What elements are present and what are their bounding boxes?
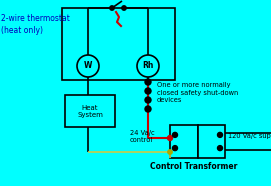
Text: Heat
System: Heat System [77,105,103,118]
Text: 24 Va/c
control: 24 Va/c control [130,130,155,144]
Circle shape [77,55,99,77]
Circle shape [122,6,126,10]
Text: 2-wire thermostat
(heat only): 2-wire thermostat (heat only) [1,14,70,35]
Bar [65,95,115,127]
Circle shape [218,132,222,137]
Circle shape [145,97,151,103]
Circle shape [145,106,151,112]
Circle shape [145,88,151,94]
Text: W: W [84,62,92,70]
Circle shape [137,55,159,77]
Circle shape [173,146,178,151]
Bar [198,125,225,158]
Text: One or more normally
closed safety shut-down
devices: One or more normally closed safety shut-… [157,82,238,103]
Bar [170,125,198,158]
Circle shape [173,132,178,137]
Text: Control Transformer: Control Transformer [150,162,238,171]
Circle shape [110,6,114,10]
Text: 120 Va/c supply: 120 Va/c supply [228,133,271,139]
Circle shape [168,150,172,154]
Circle shape [218,146,222,151]
Bar [62,8,175,80]
Circle shape [167,135,173,140]
Circle shape [145,79,151,85]
Text: Rh: Rh [142,62,154,70]
